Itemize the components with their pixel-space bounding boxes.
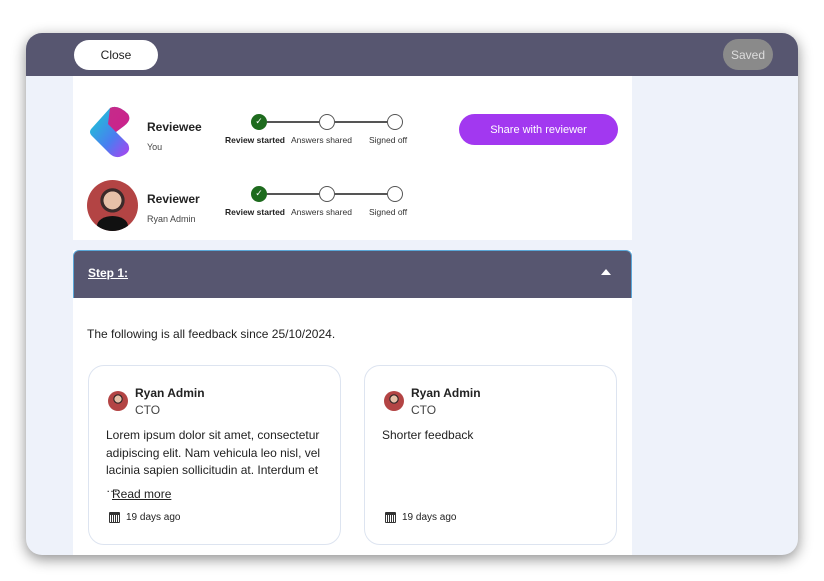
reviewer-progress: ✓ Review started Answers shared Signed o… [225, 186, 441, 226]
step-circle-icon [319, 186, 335, 202]
close-button[interactable]: Close [74, 40, 158, 70]
step-label: Signed off [369, 135, 408, 145]
saved-button[interactable]: Saved [723, 39, 773, 70]
step-label: Review started [225, 135, 285, 145]
feedback-text: Lorem ipsum dolor sit amet, consectetur … [106, 428, 321, 495]
calendar-icon [385, 512, 396, 523]
share-with-reviewer-button[interactable]: Share with reviewer [459, 114, 618, 145]
company-logo-icon [90, 106, 130, 158]
step-label: Signed off [369, 207, 408, 217]
reviewer-name: Ryan Admin [147, 214, 196, 224]
author-role: CTO [411, 403, 437, 417]
read-more-link[interactable]: Read more [112, 487, 172, 501]
feedback-date: 19 days ago [109, 512, 181, 523]
check-icon: ✓ [251, 186, 267, 202]
step-1-accordion-header[interactable]: Step 1: [73, 250, 632, 298]
reviewee-name: You [147, 142, 163, 152]
feedback-text: Shorter feedback [382, 428, 474, 442]
author-name: Ryan Admin [135, 386, 205, 400]
feedback-date: 19 days ago [385, 512, 457, 523]
reviewer-avatar [87, 180, 138, 231]
step-title[interactable]: Step 1: [88, 266, 129, 280]
step-label: Answers shared [291, 207, 352, 217]
reviewee-title: Reviewee [147, 120, 202, 134]
reviewee-row: Reviewee You ✓ Review started Answers sh… [73, 106, 632, 166]
author-name: Ryan Admin [411, 386, 481, 400]
feedback-card: Ryan Admin CTO Shorter feedback 19 days … [364, 365, 617, 545]
avatar [108, 391, 128, 411]
chevron-up-icon[interactable] [601, 269, 611, 275]
step-circle-icon [387, 186, 403, 202]
top-bar: Close Saved [26, 33, 798, 76]
reviewee-progress: ✓ Review started Answers shared Signed o… [225, 114, 441, 154]
step-circle-icon [319, 114, 335, 130]
avatar [384, 391, 404, 411]
calendar-icon [109, 512, 120, 523]
step-label: Review started [225, 207, 285, 217]
step-label: Answers shared [291, 135, 352, 145]
feedback-card: Ryan Admin CTO Lorem ipsum dolor sit ame… [88, 365, 341, 545]
check-icon: ✓ [251, 114, 267, 130]
feedback-intro: The following is all feedback since 25/1… [87, 327, 336, 341]
main-column: Reviewee You ✓ Review started Answers sh… [73, 76, 632, 555]
step-circle-icon [387, 114, 403, 130]
participants-card: Reviewee You ✓ Review started Answers sh… [73, 76, 632, 240]
review-window: Close Saved Reviewee You ✓ Review starte… [26, 33, 798, 555]
author-role: CTO [135, 403, 161, 417]
reviewer-row: Reviewer Ryan Admin ✓ Review started Ans… [73, 178, 632, 238]
reviewer-title: Reviewer [147, 192, 200, 206]
